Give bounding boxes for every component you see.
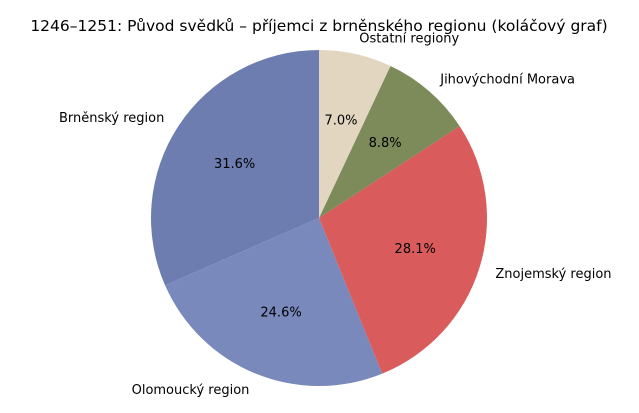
- slice-category-label: Brněnský region: [59, 111, 164, 126]
- slice-percent-label: 24.6%: [260, 305, 301, 320]
- pie-slice: [165, 218, 383, 387]
- slice-category-label: Ostatní regiony: [359, 32, 459, 47]
- slice-category-label: Jihovýchodní Morava: [439, 73, 575, 88]
- pie-slice: [151, 50, 319, 286]
- pie-slice: [319, 126, 487, 374]
- slice-percent-label: 28.1%: [395, 242, 436, 257]
- slice-category-label: Olomoucký region: [132, 383, 250, 398]
- slice-percent-label: 8.8%: [369, 136, 402, 151]
- slice-percent-label: 31.6%: [214, 157, 255, 172]
- pie-slice: [319, 50, 391, 218]
- slice-percent-label: 7.0%: [324, 114, 357, 129]
- slice-category-label: Znojemský region: [495, 267, 611, 282]
- pie-slice: [319, 65, 460, 218]
- chart-title: 1246–1251: Původ svědků – příjemci z brn…: [30, 17, 607, 35]
